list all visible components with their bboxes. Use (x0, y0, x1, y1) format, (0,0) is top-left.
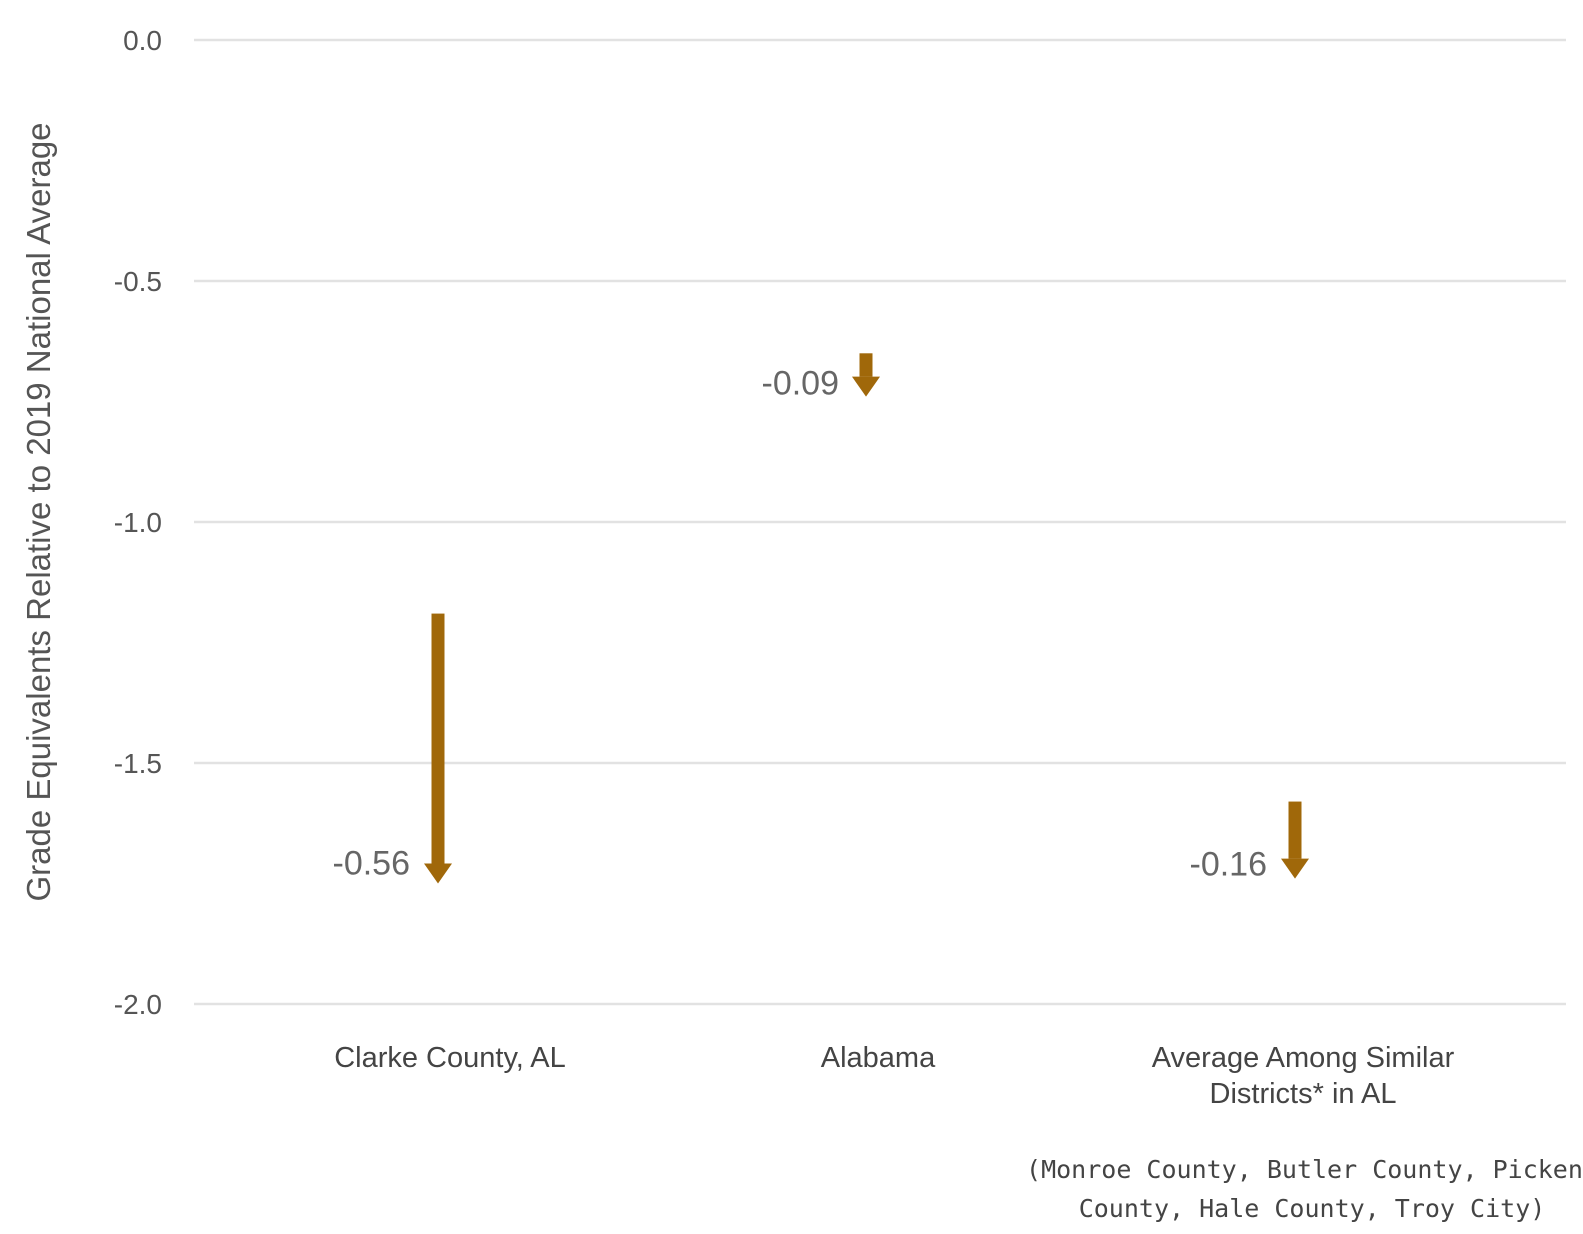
category-label: Clarke County, AL (334, 1042, 566, 1074)
x-axis-categories: Clarke County, AL Alabama Average Among Si… (334, 1042, 1454, 1110)
y-tick-label: -1.0 (114, 507, 162, 538)
data-labels: -0.56 -0.09 -0.16 (333, 365, 1268, 884)
change-arrow-shaft (859, 353, 873, 377)
change-arrow-head (1281, 858, 1309, 879)
footnote-line: County, Hale County, Troy City) (1079, 1194, 1546, 1223)
change-arrow-shaft (1288, 801, 1302, 859)
y-tick-label: -0.5 (114, 266, 162, 297)
y-axis-label: Grade Equivalents Relative to 2019 Natio… (20, 122, 57, 901)
footnote-line: (Monroe County, Butler County, Pickens (1026, 1155, 1583, 1184)
category-label: Average Among Similar (1152, 1042, 1455, 1074)
change-label: -0.09 (762, 365, 840, 403)
change-arrows (424, 353, 1309, 884)
y-tick-label: -1.5 (114, 748, 162, 779)
category-label: Alabama (821, 1042, 936, 1074)
y-tick-label: -2.0 (114, 989, 162, 1020)
footnote: (Monroe County, Butler County, Pickens Co… (1026, 1155, 1583, 1223)
change-arrow-head (852, 376, 880, 397)
gridlines (194, 38, 1566, 1006)
change-label: -0.56 (333, 845, 411, 883)
change-arrow-shaft (431, 613, 445, 864)
y-tick-label: 0.0 (123, 25, 162, 56)
change-arrow-head (424, 863, 452, 884)
change-label: -0.16 (1190, 846, 1268, 884)
y-axis-ticks: 0.0 -0.5 -1.0 -1.5 -2.0 (114, 25, 162, 1020)
category-label: Districts* in AL (1210, 1078, 1397, 1110)
